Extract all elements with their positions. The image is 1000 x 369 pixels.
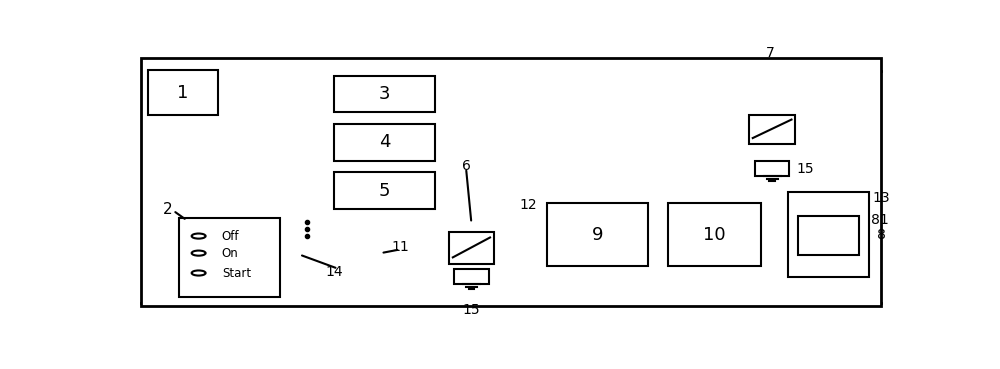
Bar	[140, 58, 881, 306]
Text: On: On	[222, 246, 239, 260]
Text: 15: 15	[797, 162, 815, 176]
Text: 11: 11	[391, 241, 409, 255]
Text: 13: 13	[873, 191, 891, 205]
Bar	[668, 203, 761, 266]
Text: 5: 5	[379, 182, 390, 200]
Text: 3: 3	[379, 85, 390, 103]
Bar	[334, 76, 435, 113]
Bar	[334, 124, 435, 161]
Text: 9: 9	[592, 226, 604, 244]
Text: 2: 2	[163, 201, 172, 217]
Bar	[179, 218, 280, 297]
Bar	[454, 269, 489, 284]
Bar	[334, 172, 435, 209]
Bar	[148, 70, 218, 115]
Text: 4: 4	[379, 133, 390, 151]
Bar	[798, 216, 859, 255]
Text: 81: 81	[871, 213, 889, 227]
Text: 15: 15	[463, 303, 480, 317]
Text: 14: 14	[325, 265, 343, 279]
Bar	[547, 203, 648, 266]
Bar	[788, 192, 869, 277]
Text: 6: 6	[462, 159, 470, 173]
Bar	[749, 115, 795, 144]
Bar	[755, 161, 789, 176]
Text: Start: Start	[222, 266, 251, 279]
Text: 7: 7	[765, 46, 774, 60]
Text: 8: 8	[877, 228, 886, 242]
Text: 12: 12	[519, 198, 537, 212]
Text: 1: 1	[177, 84, 189, 101]
Text: Off: Off	[222, 230, 239, 242]
Text: 10: 10	[703, 226, 725, 244]
Bar	[449, 232, 494, 265]
